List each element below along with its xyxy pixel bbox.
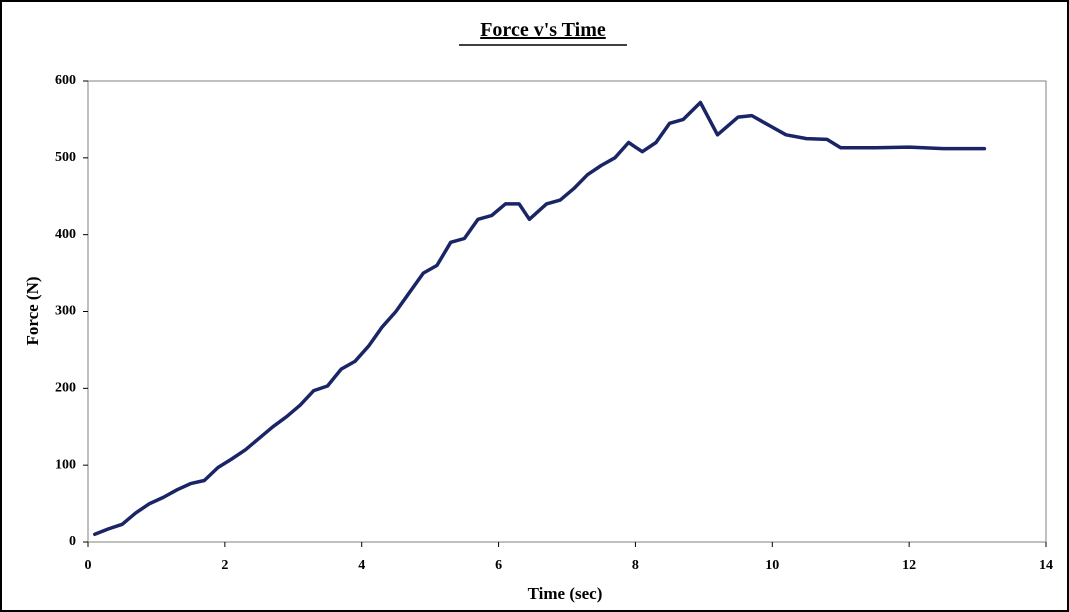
x-tick-label: 0	[85, 558, 92, 573]
x-tick-label: 4	[358, 558, 365, 573]
x-tick-label: 12	[902, 558, 916, 573]
data-line	[93, 100, 987, 537]
x-axis-label: Time (sec)	[528, 584, 603, 603]
x-tick-label: 6	[495, 558, 502, 573]
y-tick-label: 500	[55, 150, 76, 165]
y-axis-label: Force (N)	[23, 276, 42, 345]
y-tick-label: 200	[55, 381, 76, 396]
y-tick-label: 600	[55, 73, 76, 88]
x-tick-label: 14	[1039, 558, 1053, 573]
y-tick-label: 300	[55, 304, 76, 319]
chart-title: Force v's Time	[480, 19, 606, 41]
x-tick-label: 8	[632, 558, 639, 573]
x-tick-label: 2	[221, 558, 228, 573]
y-tick-label: 100	[55, 457, 76, 472]
y-tick-label: 0	[69, 534, 76, 549]
y-tick-label: 400	[55, 227, 76, 242]
x-tick-label: 10	[765, 558, 779, 573]
